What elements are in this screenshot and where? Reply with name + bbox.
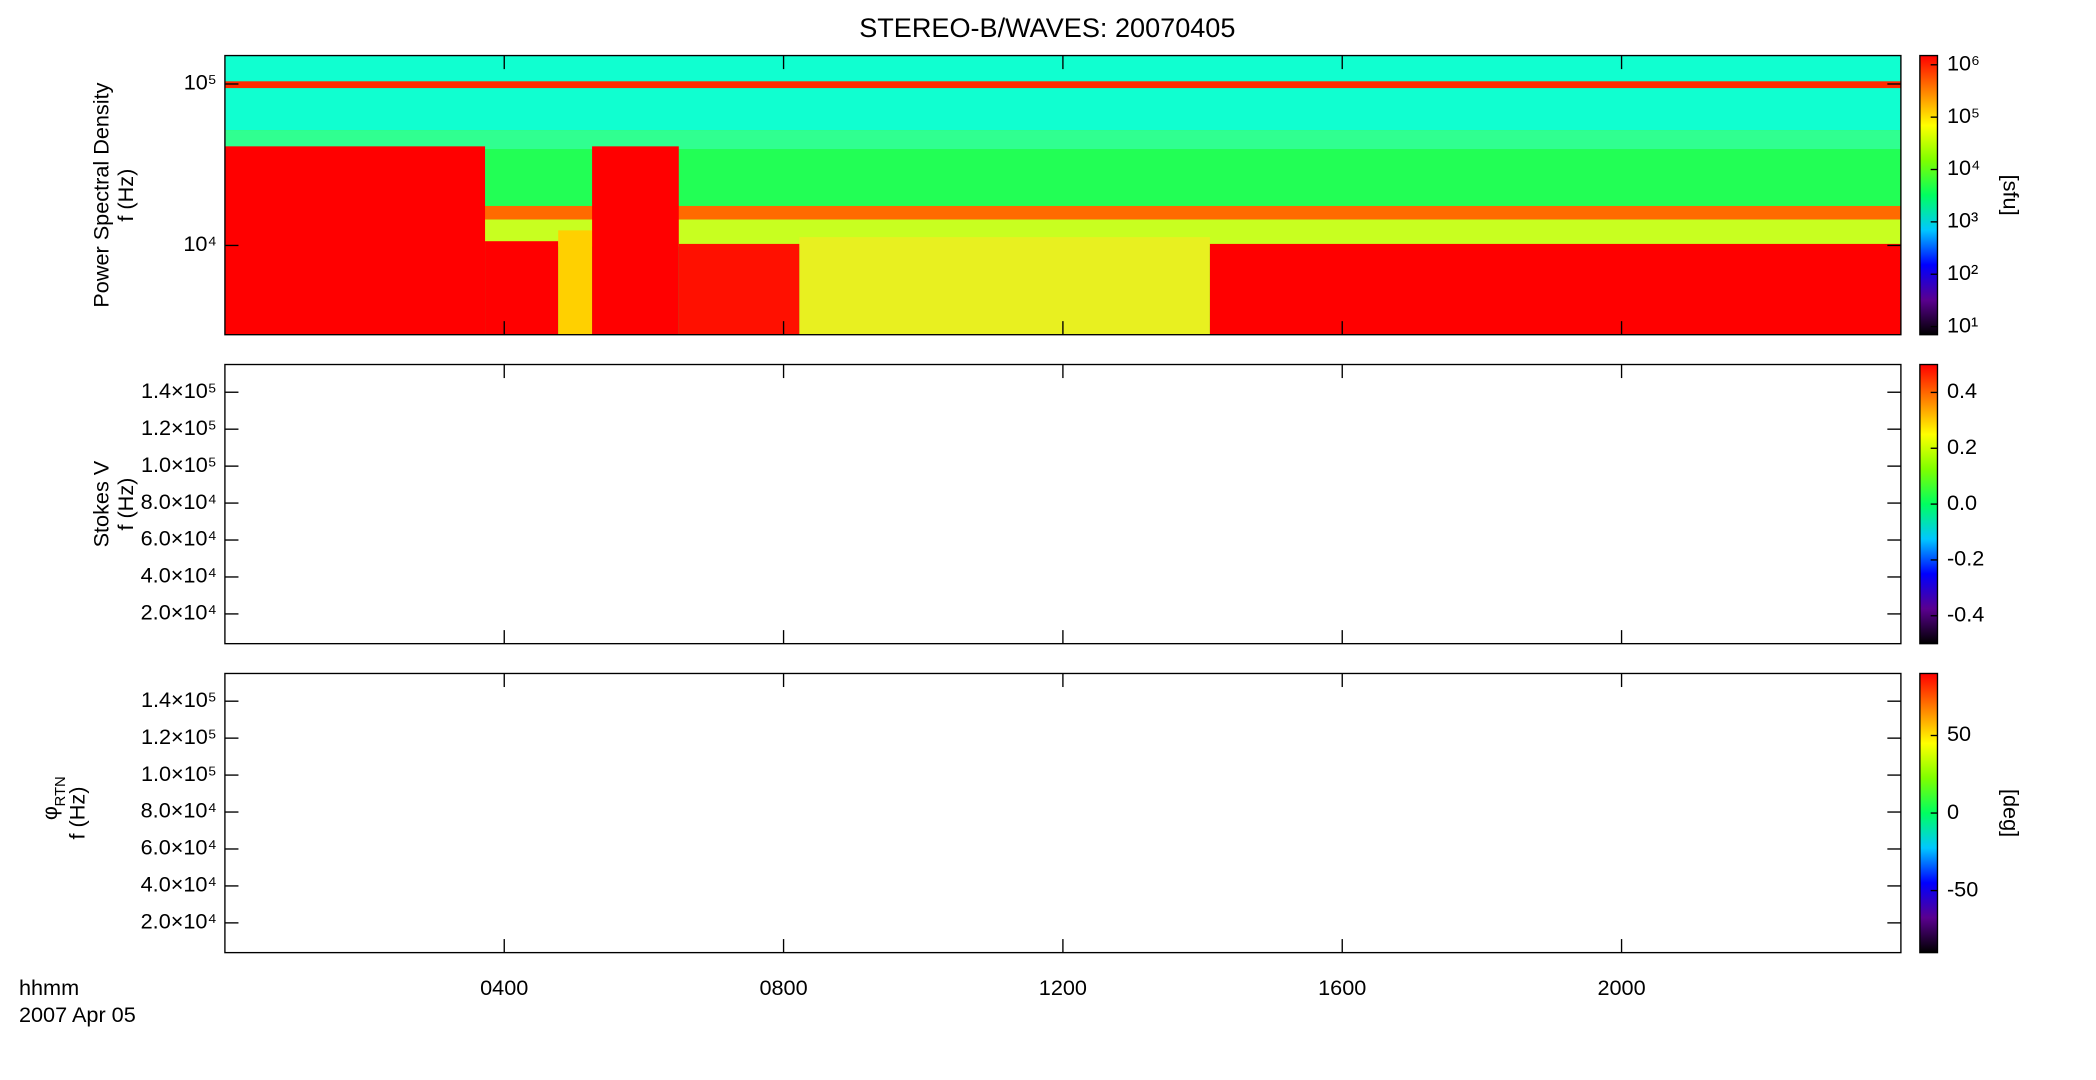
- y-tick-label: 1.0×10⁵: [141, 452, 217, 477]
- colorbar-tick-label: -0.4: [1947, 601, 1984, 626]
- y-tick-label: 10⁴: [183, 231, 216, 256]
- spectrum-line: [224, 81, 1901, 89]
- x-label: hhmm: [19, 975, 79, 1000]
- spectrum-burst: [485, 241, 559, 335]
- y-label-subscript: RTN: [53, 776, 69, 806]
- spectrum-burst: [224, 146, 486, 335]
- y-tick-label: 4.0×10⁴: [141, 872, 217, 897]
- plot-frame: [224, 363, 1902, 645]
- spectrum-burst: [799, 237, 1210, 335]
- colorbar-tick-label: 10⁶: [1947, 50, 1980, 75]
- colorbar-label: [sfu]: [1999, 175, 2024, 216]
- y-tick-label: 1.2×10⁵: [141, 415, 217, 440]
- y-tick-label: 2.0×10⁴: [141, 600, 217, 625]
- colorbar-label: [deg]: [1999, 789, 2024, 837]
- spectrum-burst: [678, 243, 800, 335]
- x-tick-label: 2000: [1597, 975, 1645, 1000]
- x-tick-label: 1200: [1039, 975, 1087, 1000]
- spectrum-burst: [1209, 243, 1901, 335]
- colorbar-tick-label: -50: [1947, 876, 1978, 901]
- spectrum-band: [224, 130, 1901, 150]
- y-label: Power Spectral Density: [89, 82, 114, 307]
- x-tick-label: 0400: [480, 975, 528, 1000]
- spectrogram-image: [224, 55, 1901, 335]
- y-tick-label: 6.0×10⁴: [141, 526, 217, 551]
- colorbar-tick-label: 10¹: [1947, 312, 1978, 337]
- y-label: f (Hz): [64, 787, 89, 840]
- colorbar-tick-label: 0: [1947, 799, 1959, 824]
- y-tick-label: 1.4×10⁵: [141, 378, 217, 403]
- y-tick-label: 8.0×10⁴: [141, 798, 217, 823]
- y-tick-label: 1.2×10⁵: [141, 724, 217, 749]
- colorbar: [1919, 54, 1939, 336]
- colorbar-tick-label: 50: [1947, 721, 1971, 746]
- colorbar-tick-label: 0.0: [1947, 490, 1977, 515]
- x-tick-label: 0800: [759, 975, 807, 1000]
- y-tick-label: 1.0×10⁵: [141, 761, 217, 786]
- y-tick-label: 1.4×10⁵: [141, 687, 217, 712]
- y-tick-label: 10⁵: [184, 70, 217, 95]
- y-label: f (Hz): [113, 478, 138, 531]
- colorbar-tick-label: 10⁴: [1947, 155, 1980, 180]
- spectrum-burst: [592, 146, 679, 335]
- y-label: Stokes V: [89, 460, 114, 547]
- colorbar-tick-label: 0.4: [1947, 378, 1977, 403]
- plot-frame: [224, 672, 1902, 954]
- chart-title: STEREO-B/WAVES: 20070405: [859, 12, 1235, 43]
- colorbar-tick-label: 10²: [1947, 260, 1978, 285]
- y-tick-label: 6.0×10⁴: [141, 835, 217, 860]
- y-tick-label: 8.0×10⁴: [141, 489, 217, 514]
- x-tick-label: 1600: [1318, 975, 1366, 1000]
- colorbar-tick-label: 10³: [1947, 208, 1978, 233]
- colorbar-tick-label: 0.2: [1947, 434, 1977, 459]
- x-label: 2007 Apr 05: [19, 1002, 136, 1027]
- y-label: φ: [37, 806, 62, 820]
- y-tick-label: 4.0×10⁴: [141, 563, 217, 588]
- spectrum-burst: [558, 230, 593, 335]
- colorbar-tick-label: 10⁵: [1947, 103, 1980, 128]
- y-tick-label: 2.0×10⁴: [141, 909, 217, 934]
- y-label: f (Hz): [113, 169, 138, 222]
- colorbar-tick-label: -0.2: [1947, 546, 1984, 571]
